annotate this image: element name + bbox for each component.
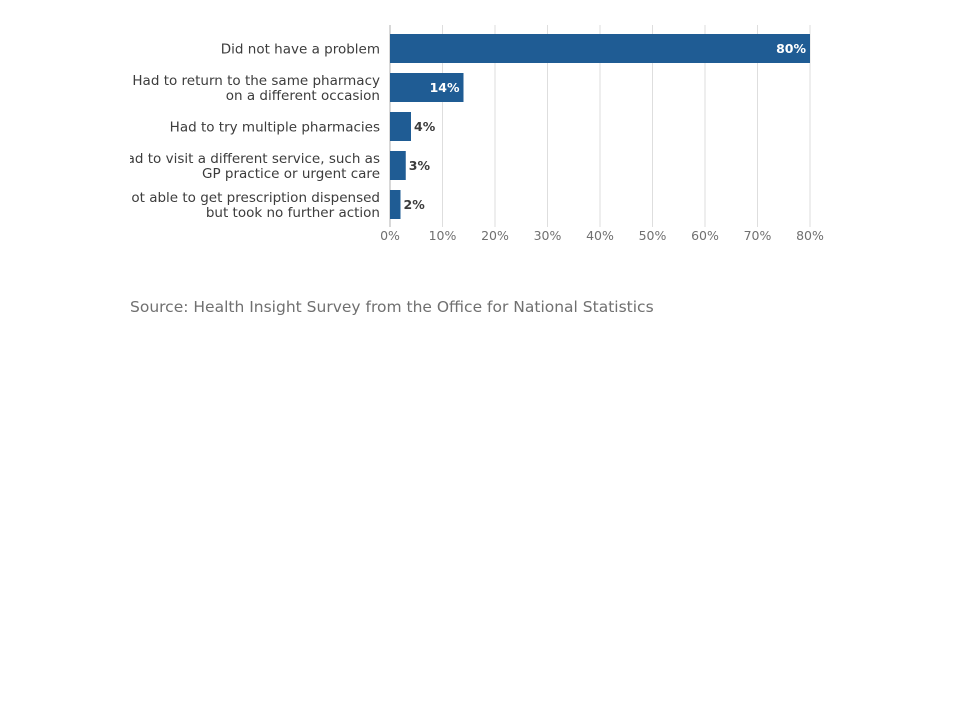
data-label: 4% [414,119,436,134]
category-label: Had to try multiple pharmacies [170,120,380,136]
category-label: Had to return to the same pharmacy on a d… [132,73,380,104]
x-tick-label: 70% [744,228,772,243]
category-label: Not able to get prescription dispensed bu… [121,190,380,221]
data-label: 80% [776,41,806,56]
bar [390,73,464,102]
data-label: 3% [409,158,431,173]
x-tick-label: 30% [534,228,562,243]
x-tick-label: 40% [586,228,614,243]
category-label: Did not have a problem [221,42,380,58]
x-tick-label: 80% [796,228,824,243]
bar [390,190,401,219]
category-labels: Did not have a problem Had to return to t… [116,42,380,222]
bar [390,112,411,141]
x-tick-label: 50% [639,228,667,243]
x-axis-ticks: 0% 10% 20% 30% 40% 50% 60% 70% 80% [380,228,824,243]
bar [390,151,406,180]
source-note: Source: Health Insight Survey from the O… [130,298,654,316]
bars [390,34,810,219]
x-tick-label: 0% [380,228,400,243]
x-tick-label: 60% [691,228,719,243]
x-tick-label: 10% [429,228,457,243]
data-label: 14% [430,80,460,95]
x-tick-label: 20% [481,228,509,243]
data-label: 2% [404,197,426,212]
category-label: Had to visit a different service, such a… [116,151,380,182]
bar-chart: Did not have a problem Had to return to t… [116,25,824,243]
data-labels: 80% 14% 4% 3% 2% [404,41,807,212]
bar [390,34,810,63]
